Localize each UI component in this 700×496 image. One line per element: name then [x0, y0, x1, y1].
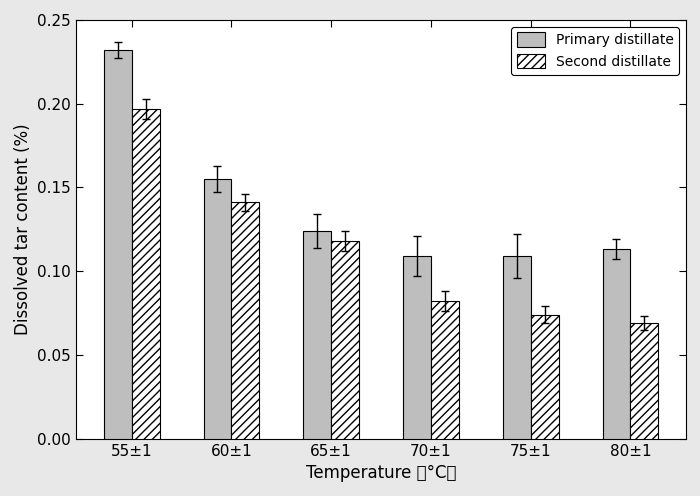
X-axis label: Temperature （°C）: Temperature （°C）	[306, 464, 456, 482]
Bar	[431, 302, 459, 438]
Bar	[132, 109, 160, 438]
Bar	[232, 202, 260, 438]
Bar	[331, 241, 359, 438]
Y-axis label: Dissolved tar content (%): Dissolved tar content (%)	[14, 124, 32, 335]
Bar	[403, 256, 431, 438]
Bar	[503, 256, 531, 438]
Bar	[204, 179, 232, 438]
Bar	[603, 249, 631, 438]
Bar	[531, 315, 559, 438]
Legend: Primary distillate, Second distillate: Primary distillate, Second distillate	[511, 27, 679, 74]
Bar	[104, 50, 132, 438]
Bar	[631, 323, 659, 438]
Bar	[303, 231, 331, 438]
